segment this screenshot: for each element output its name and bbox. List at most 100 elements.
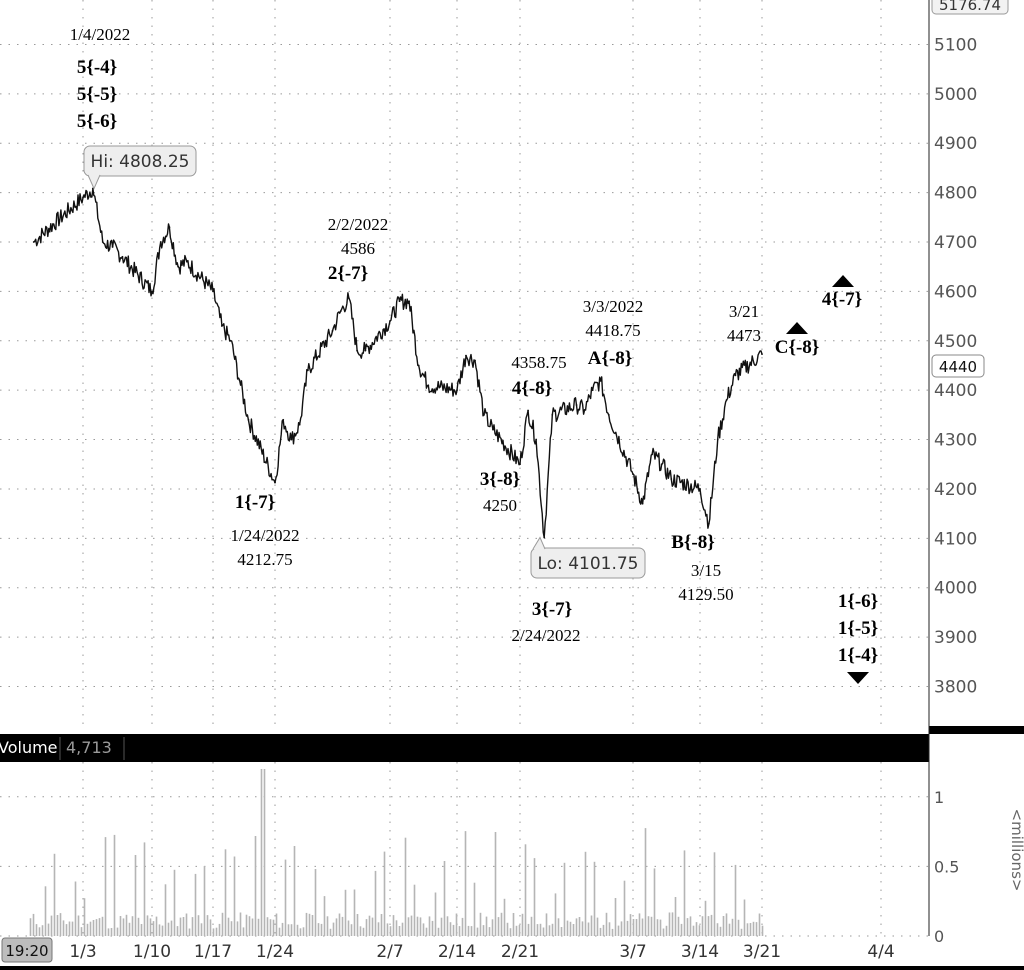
volume-bar	[485, 916, 488, 936]
volume-bar	[128, 922, 131, 936]
volume-bar	[626, 920, 629, 936]
volume-bar	[644, 828, 647, 936]
annotation-date: 3/3/2022	[583, 297, 643, 316]
price-point	[761, 353, 763, 356]
volume-bar	[623, 880, 626, 936]
wave-label: 3{-8}	[480, 469, 520, 490]
volume-bar	[638, 913, 641, 936]
wave-label: C{-8}	[775, 337, 820, 358]
price-point	[389, 320, 391, 322]
price-tick-label: 5000	[934, 85, 977, 105]
volume-bar	[152, 921, 155, 936]
volume-bar	[170, 920, 173, 936]
price-point	[591, 389, 594, 392]
volume-bar	[698, 925, 701, 936]
volume-bar	[161, 925, 164, 936]
volume-bar	[194, 873, 197, 936]
price-point	[519, 463, 521, 466]
volume-bar	[491, 919, 494, 936]
volume-bar	[302, 927, 305, 936]
volume-bar	[689, 916, 692, 936]
volume-bar	[545, 913, 548, 936]
volume-bar	[284, 859, 287, 936]
price-point	[151, 290, 153, 293]
volume-bar	[95, 919, 98, 936]
volume-bar	[668, 912, 671, 936]
price-point	[212, 290, 214, 293]
price-tick-label: 4900	[934, 134, 977, 154]
volume-bar	[752, 921, 755, 936]
volume-bar	[512, 913, 515, 936]
wave-label: 4{-7}	[822, 289, 862, 310]
volume-bar	[62, 920, 65, 936]
volume-bar	[713, 852, 716, 936]
volume-bar	[599, 927, 602, 936]
volume-bar	[257, 918, 260, 936]
volume-bar	[200, 923, 203, 936]
volume-bar	[389, 926, 392, 936]
time-tick-label: 3/7	[619, 942, 646, 962]
price-point	[427, 384, 430, 387]
annotation-date: 2/2/2022	[328, 215, 388, 234]
volume-bar	[290, 924, 293, 936]
wave-label: 3{-7}	[532, 599, 572, 620]
volume-bar	[695, 922, 698, 936]
volume-axis-background	[929, 734, 1024, 936]
time-tick-label: 2/7	[376, 942, 403, 962]
volume-bar	[167, 922, 170, 936]
volume-bar	[710, 914, 713, 936]
annotations: 1/4/2022 5{-4} 5{-5} 5{-6} 2/2/2022 4586 2{-7}…	[70, 25, 878, 684]
volume-bar	[299, 928, 302, 936]
volume-bar	[587, 922, 590, 936]
time-tick-label: 1/17	[194, 942, 232, 962]
volume-bar	[107, 928, 110, 936]
volume-bar	[332, 922, 335, 936]
wave-label: 5{-4}	[77, 57, 117, 78]
volume-bar	[146, 915, 149, 936]
volume-bar	[206, 915, 209, 936]
volume-bar	[341, 916, 344, 936]
time-tick-label: 3/21	[743, 942, 781, 962]
volume-bar	[401, 922, 404, 936]
volume-bar	[425, 927, 428, 936]
price-point	[707, 522, 710, 525]
volume-bar	[635, 919, 638, 936]
price-point	[535, 438, 538, 441]
volume-bar	[536, 924, 539, 936]
volume-bar	[737, 919, 740, 936]
volume-bar	[86, 923, 89, 936]
volume-bar	[29, 918, 32, 936]
volume-bar	[179, 917, 182, 936]
volume-bar	[518, 924, 521, 936]
price-point	[331, 329, 334, 332]
volume-bar	[149, 918, 152, 936]
volume-bar	[566, 920, 569, 936]
volume-bar	[542, 927, 545, 936]
volume-bar	[539, 923, 542, 936]
volume-bar	[203, 866, 206, 936]
volume-bar	[353, 889, 356, 936]
volume-bar	[374, 870, 377, 936]
volume-bar	[413, 884, 416, 936]
volume-bar	[317, 923, 320, 936]
time-tick-label: 2/21	[501, 942, 539, 962]
volume-bar	[686, 918, 689, 936]
volume-bar	[191, 917, 194, 936]
volume-bar	[461, 917, 464, 936]
volume-bar	[377, 922, 380, 936]
volume-bar	[263, 769, 266, 936]
volume-bar	[218, 923, 221, 936]
volume-bar	[125, 914, 128, 936]
volume-bar	[422, 923, 425, 936]
volume-bar	[182, 917, 185, 936]
volume-bar	[80, 927, 83, 936]
volume-bar	[134, 855, 137, 936]
volume-bar	[224, 849, 227, 936]
volume-bar	[188, 928, 191, 936]
price-point	[417, 364, 420, 367]
price-point	[575, 404, 578, 406]
volume-bar	[758, 913, 761, 936]
volume-bar	[479, 912, 482, 936]
volume-bar	[671, 912, 674, 936]
